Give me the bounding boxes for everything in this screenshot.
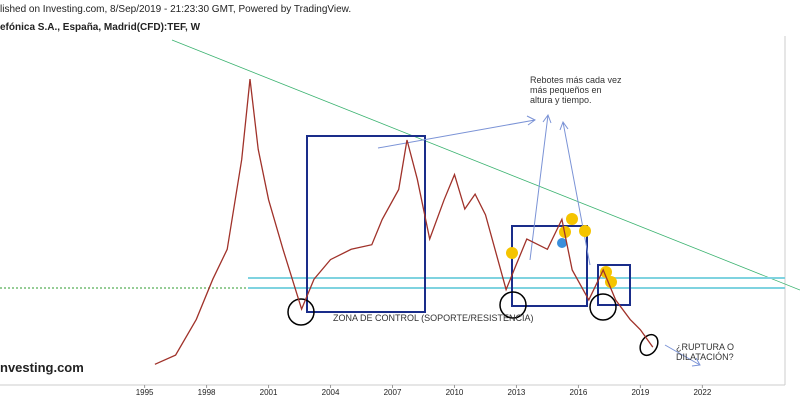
header-instrument: efónica S.A., España, Madrid(CFD):TEF, W	[0, 22, 201, 33]
x-tick-label: 2019	[631, 388, 649, 397]
circle-marker	[287, 298, 315, 326]
box	[511, 225, 588, 307]
annotation: ZONA DE CONTROL (SOPORTE/RESISTENCIA)	[333, 313, 534, 323]
x-tick-label: 2001	[260, 388, 278, 397]
logo: nvesting.com	[0, 360, 84, 375]
x-tick-label: 2010	[446, 388, 464, 397]
x-tick-label: 2016	[570, 388, 588, 397]
x-tick-label: 2004	[322, 388, 340, 397]
y-axis-area	[785, 36, 800, 400]
annotation: ¿RUPTURA O DILATACIÓN?	[676, 342, 734, 362]
x-tick-label: 2013	[508, 388, 526, 397]
x-tick-label: 1998	[198, 388, 216, 397]
box	[597, 264, 631, 306]
trend-line	[171, 39, 800, 291]
circle-marker	[499, 291, 527, 319]
price-line	[154, 79, 654, 365]
x-tick-label: 1995	[136, 388, 154, 397]
x-tick-label: 2007	[384, 388, 402, 397]
x-tick-label: 2022	[693, 388, 711, 397]
annotation: Rebotes más cada vez más pequeños en altur…	[530, 75, 622, 105]
circle-marker	[639, 333, 659, 357]
circle-marker	[589, 293, 617, 321]
box	[306, 135, 426, 313]
arrows	[377, 113, 701, 367]
header-published: lished on Investing.com, 8/Sep/2019 - 21…	[0, 4, 351, 15]
